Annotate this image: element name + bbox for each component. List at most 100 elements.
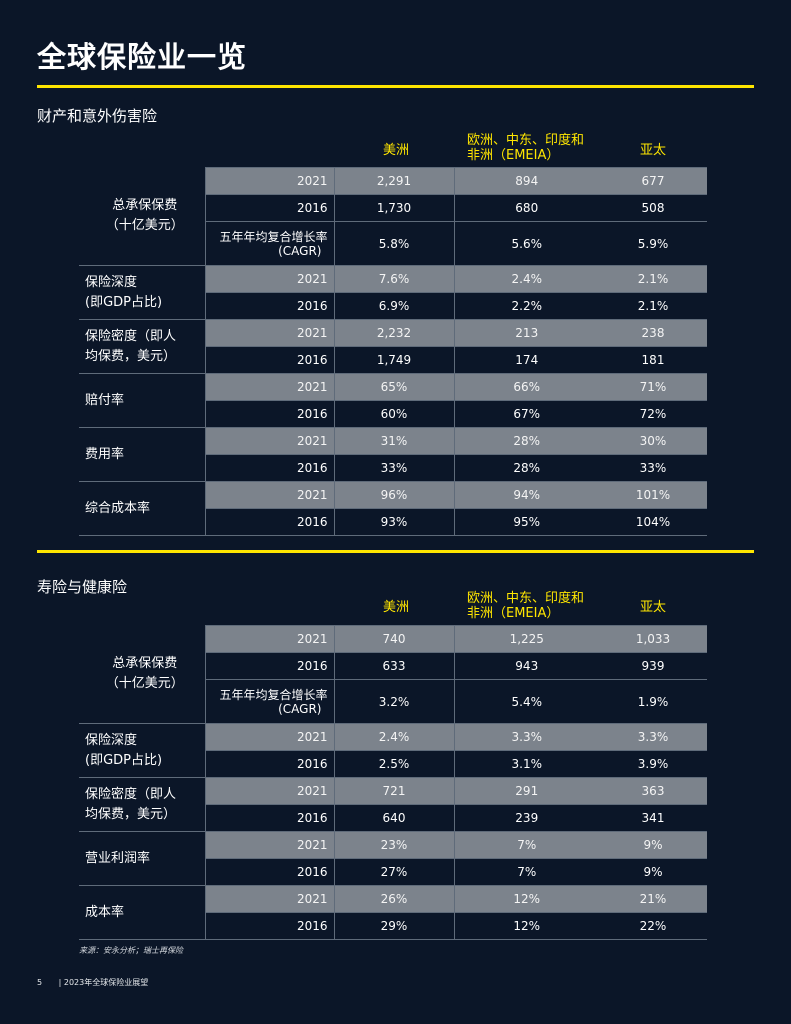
value-americas: 633	[333, 652, 454, 680]
year-cell: 2021	[205, 777, 334, 805]
value-americas: 6.9%	[333, 292, 454, 320]
table-row: 综合成本率 2021 96% 94% 101%	[79, 481, 707, 536]
section-rule	[37, 550, 754, 553]
value-emeia: 5.6%	[453, 221, 599, 266]
value-apac: 181	[599, 346, 707, 374]
year-cell: 2021	[205, 167, 334, 195]
value-americas: 2,291	[333, 167, 454, 195]
table-row: 2016 60% 67% 72%	[79, 400, 707, 428]
table-row: 保险深度 (即GDP占比) 2021 7.6% 2.4% 2.1%	[79, 265, 707, 320]
value-americas: 60%	[333, 400, 454, 428]
value-americas: 740	[333, 625, 454, 653]
row-group-label: 保险深度 (即GDP占比)	[79, 265, 206, 320]
value-apac: 9%	[599, 831, 707, 859]
value-americas: 7.6%	[333, 265, 454, 293]
value-apac: 341	[599, 804, 707, 832]
title-rule	[37, 85, 754, 88]
value-apac: 21%	[599, 885, 707, 913]
year-cell: 2021	[205, 831, 334, 859]
column-header-emeia: 欧洲、中东、印度和 非洲（EMEIA）	[467, 133, 584, 163]
row-group-label: 成本率	[79, 885, 206, 940]
table-row: 2016 633 943 939	[79, 652, 707, 680]
row-group-label-line1: 营业利润率	[85, 850, 151, 866]
value-americas: 31%	[333, 427, 454, 455]
year-cell: 2016	[205, 750, 334, 778]
table-row: 赔付率 2021 65% 66% 71%	[79, 373, 707, 428]
value-apac: 677	[599, 167, 707, 195]
year-cell: 2016	[205, 858, 334, 886]
section-title-pc: 财产和意外伤害险	[37, 107, 158, 125]
row-group-label: 赔付率	[79, 373, 206, 428]
row-group-label: 保险密度（即人 均保费，美元）	[79, 319, 206, 374]
value-apac: 2.1%	[599, 292, 707, 320]
value-apac: 9%	[599, 858, 707, 886]
value-apac: 72%	[599, 400, 707, 428]
year-cell: 2021	[205, 427, 334, 455]
value-apac: 104%	[599, 508, 707, 536]
year-cell: 2016	[205, 454, 334, 482]
value-americas: 96%	[333, 481, 454, 509]
value-emeia: 66%	[453, 373, 599, 401]
value-emeia: 3.3%	[453, 723, 599, 751]
value-americas: 2,232	[333, 319, 454, 347]
row-group-label-line2: 均保费，美元）	[85, 806, 177, 822]
value-apac: 2.1%	[599, 265, 707, 293]
value-emeia: 12%	[453, 885, 599, 913]
row-group-label: 总承保保费 （十亿美元）	[79, 625, 206, 724]
cagr-label: 五年年均复合增长率 (CAGR)	[205, 679, 334, 724]
row-group-label-line2: （十亿美元）	[105, 676, 184, 692]
value-americas: 93%	[333, 508, 454, 536]
row-group-label: 总承保保费 （十亿美元）	[79, 167, 206, 266]
table-row: 2016 93% 95% 104%	[79, 508, 707, 536]
row-group-label-line2: 均保费，美元）	[85, 348, 177, 364]
table-row: 总承保保费 （十亿美元） 2021 740 1,225 1,033	[79, 625, 707, 724]
value-americas: 2.4%	[333, 723, 454, 751]
table-row: 2016 27% 7% 9%	[79, 858, 707, 886]
row-group-label: 费用率	[79, 427, 206, 482]
section-title-life: 寿险与健康险	[37, 578, 128, 596]
value-apac: 363	[599, 777, 707, 805]
column-header-apac-life: 亚太	[640, 600, 667, 615]
value-apac: 238	[599, 319, 707, 347]
value-apac: 22%	[599, 912, 707, 940]
table-row: 2016 33% 28% 33%	[79, 454, 707, 482]
year-cell: 2016	[205, 194, 334, 222]
column-header-emeia-line2: 非洲（EMEIA）	[467, 148, 560, 163]
value-apac: 3.3%	[599, 723, 707, 751]
value-emeia: 894	[453, 167, 599, 195]
page-number: 5	[37, 978, 43, 987]
life-table: 总承保保费 （十亿美元） 2021 740 1,225 1,033 2016 633 943 93…	[79, 625, 707, 940]
value-emeia: 12%	[453, 912, 599, 940]
cagr-label: 五年年均复合增长率 (CAGR)	[205, 221, 334, 266]
column-header-emeia-line2: 非洲（EMEIA）	[467, 606, 560, 621]
column-header-emeia-line1: 欧洲、中东、印度和	[467, 591, 585, 606]
row-group-label-line1: 保险密度（即人	[85, 328, 177, 344]
value-emeia: 680	[453, 194, 599, 222]
row-group-label-line1: 总承保保费	[112, 198, 178, 214]
value-americas: 1,730	[333, 194, 454, 222]
value-emeia: 174	[453, 346, 599, 374]
column-header-apac: 亚太	[640, 143, 667, 158]
value-emeia: 7%	[453, 858, 599, 886]
year-cell: 2021	[205, 373, 334, 401]
value-emeia: 1,225	[453, 625, 599, 653]
value-americas: 5.8%	[333, 221, 454, 266]
cagr-label-line1: 五年年均复合增长率	[219, 688, 328, 702]
row-group-label-line2: （十亿美元）	[105, 218, 184, 234]
table-row: 成本率 2021 26% 12% 21%	[79, 885, 707, 940]
value-apac: 71%	[599, 373, 707, 401]
table-row: 总承保保费 （十亿美元） 2021 2,291 894 677	[79, 167, 707, 266]
row-group-label: 综合成本率	[79, 481, 206, 536]
year-cell: 2021	[205, 625, 334, 653]
year-cell: 2016	[205, 912, 334, 940]
value-emeia: 239	[453, 804, 599, 832]
value-americas: 26%	[333, 885, 454, 913]
value-emeia: 28%	[453, 427, 599, 455]
value-emeia: 943	[453, 652, 599, 680]
value-apac: 101%	[599, 481, 707, 509]
value-apac: 939	[599, 652, 707, 680]
row-group-label: 保险深度 (即GDP占比)	[79, 723, 206, 778]
row-group-label-line1: 赔付率	[85, 392, 125, 408]
row-group-label-line1: 成本率	[85, 904, 125, 920]
value-apac: 1.9%	[599, 679, 707, 724]
